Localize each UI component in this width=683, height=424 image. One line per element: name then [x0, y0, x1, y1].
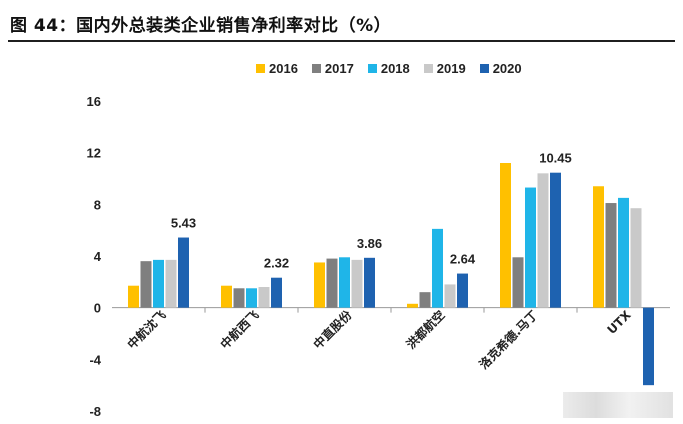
bar	[364, 257, 375, 308]
chart-title: 图 44：国内外总装类企业销售净利率对比（%）	[10, 16, 392, 36]
legend-swatch-2017	[311, 64, 321, 73]
y-tick-label: 0	[94, 301, 101, 316]
bar	[258, 287, 270, 308]
x-tick-label: 中航沈飞	[124, 307, 169, 352]
legend-item-2016: 2016	[256, 61, 298, 76]
legend-label-2016: 2016	[269, 61, 298, 76]
bar	[525, 187, 536, 308]
x-tick-label: 中直股份	[310, 306, 355, 351]
bar	[153, 259, 164, 308]
y-tick-label: -8	[89, 404, 101, 419]
bar	[326, 258, 338, 308]
bar	[444, 284, 456, 308]
x-tick-label: 洪都航空	[403, 307, 448, 352]
legend-item-2017: 2017	[311, 61, 354, 76]
bar	[140, 261, 152, 308]
legend-swatch-2016	[256, 64, 265, 73]
bar	[271, 277, 282, 308]
data-label: 2.64	[450, 252, 476, 267]
y-tick-label: 4	[94, 249, 102, 264]
bar	[339, 257, 350, 308]
bar	[643, 307, 654, 386]
bar	[233, 288, 245, 308]
data-label: 10.45	[539, 151, 572, 166]
bar	[512, 257, 524, 308]
bar	[314, 262, 325, 308]
bar	[351, 259, 363, 308]
title-underline	[8, 40, 675, 42]
bar	[407, 303, 418, 308]
data-label: 5.43	[171, 216, 196, 231]
legend-item-2020: 2020	[479, 61, 522, 76]
bar	[221, 285, 232, 308]
y-tick-label: 12	[87, 146, 101, 161]
bar	[246, 288, 257, 308]
data-label: 3.86	[357, 236, 382, 251]
bar	[128, 285, 139, 308]
x-tick-label: 中航西飞	[217, 307, 262, 352]
y-tick-label: -4	[89, 352, 101, 367]
bar	[630, 208, 642, 308]
legend-swatch-2019	[423, 64, 433, 73]
bar	[457, 273, 468, 308]
legend-item-2018: 2018	[367, 61, 410, 76]
bar	[537, 173, 549, 308]
bar	[618, 197, 629, 308]
bar	[593, 186, 604, 308]
data-label: 2.32	[264, 256, 289, 271]
legend-label-2018: 2018	[380, 61, 410, 76]
bar	[165, 259, 177, 308]
x-tick-label: UTX	[604, 307, 634, 337]
bar	[550, 172, 561, 308]
legend-label-2019: 2019	[436, 61, 466, 76]
y-tick-label: 16	[87, 94, 101, 109]
watermark-blur	[563, 392, 673, 418]
bar	[605, 203, 617, 308]
y-tick-label: 8	[94, 197, 101, 212]
bar	[419, 292, 431, 308]
x-tick-label: 洛克希德.马丁	[476, 307, 541, 372]
bar	[500, 163, 511, 308]
legend: 2016 2017 2018 2019 2020	[256, 61, 522, 76]
bar	[432, 228, 443, 308]
legend-item-2019: 2019	[423, 61, 466, 76]
legend-swatch-2020	[479, 64, 489, 73]
legend-label-2020: 2020	[492, 61, 522, 76]
bar	[178, 237, 189, 308]
legend-swatch-2018	[367, 64, 377, 73]
legend-label-2017: 2017	[324, 61, 354, 76]
